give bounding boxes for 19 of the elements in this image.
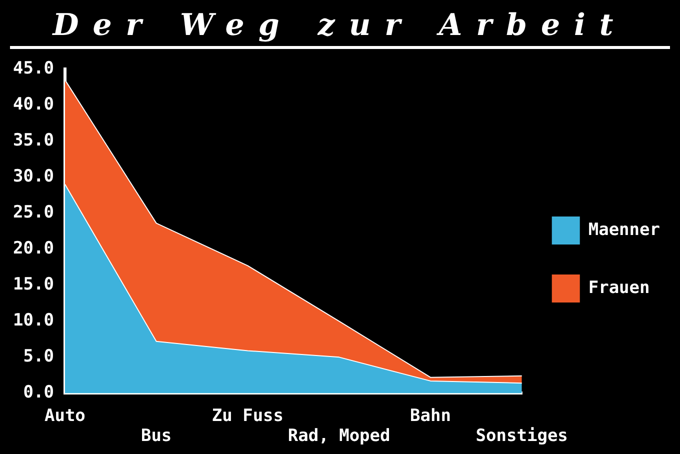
x-tick-label: Zu Fuss	[212, 406, 284, 426]
y-tick-label: 0.0	[23, 382, 54, 403]
y-tick-label: 25.0	[12, 202, 54, 223]
y-tick-label: 40.0	[12, 94, 54, 114]
y-tick-label: 30.0	[12, 166, 54, 186]
chart-title: Der Weg zur Arbeit	[10, 8, 670, 49]
y-tick-label: 35.0	[12, 130, 54, 150]
x-tick-label: Bahn	[410, 406, 451, 426]
x-tick-label: Rad, Moped	[288, 426, 390, 446]
legend-label: Frauen	[588, 278, 650, 298]
y-tick-label: 20.0	[12, 238, 54, 259]
x-tick-label: Sonstiges	[476, 426, 568, 446]
x-tick-label: Bus	[140, 426, 172, 446]
y-tick-label: 45.0	[12, 58, 54, 78]
y-tick-label: 15.0	[12, 274, 54, 295]
x-tick-label: Auto	[44, 406, 86, 426]
y-tick-label: 5.0	[23, 346, 54, 367]
legend-label: Maenner	[588, 220, 660, 240]
y-tick-label: 10.0	[12, 310, 54, 331]
